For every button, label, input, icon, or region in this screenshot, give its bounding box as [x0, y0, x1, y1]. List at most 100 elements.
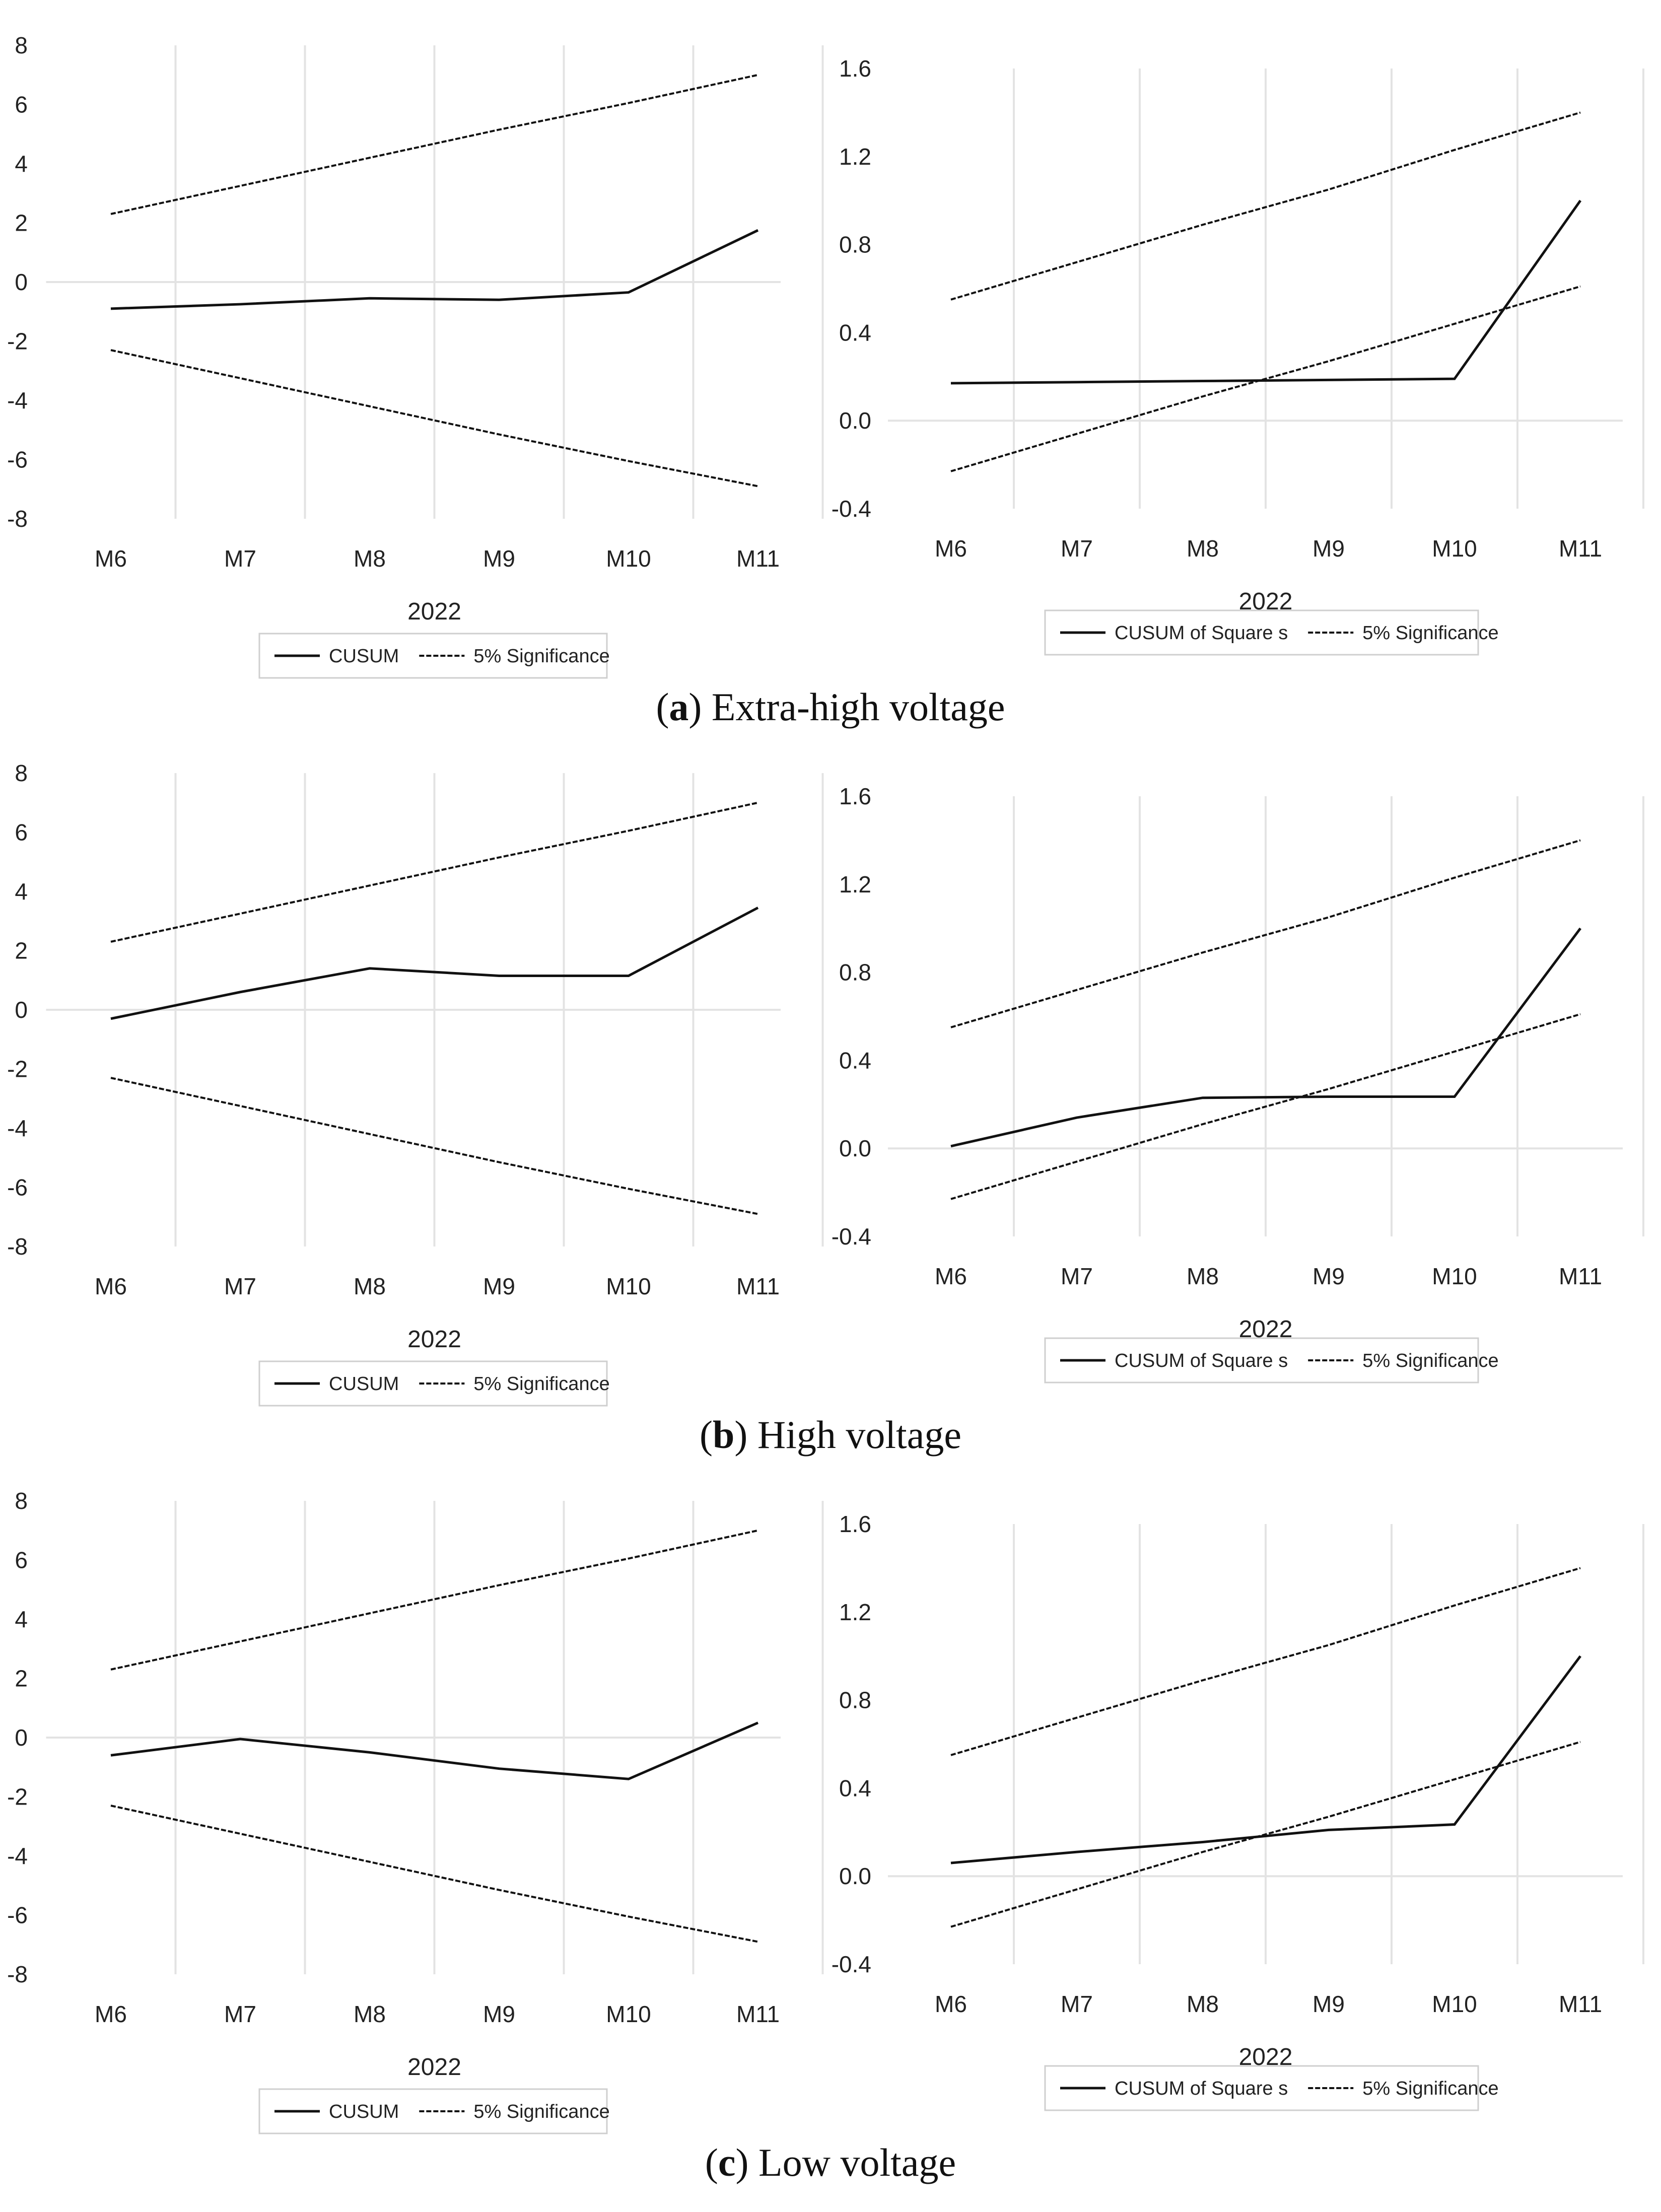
x-tick-label: M11	[736, 1273, 780, 1299]
legend: CUSUM 5% Significance	[258, 2088, 610, 2134]
x-tick-label: M9	[483, 545, 515, 572]
significance-line-1	[110, 801, 758, 943]
legend-label: 5% Significance	[473, 2101, 609, 2122]
y-tick-label: 0.8	[839, 1687, 871, 1713]
legend: CUSUM 5% Significance	[258, 633, 610, 679]
x-tick-label: M11	[1559, 535, 1602, 562]
x-tick-label: M11	[1559, 1263, 1602, 1289]
chart-b-cusumsq: 1.61.20.80.40.0-0.4M6 M7 M8 M9 M10 M112022CUS…	[832, 783, 1644, 1384]
y-tick-label: -8	[7, 1233, 28, 1260]
x-tick-label: M6	[95, 545, 127, 572]
x-tick-label: M10	[1432, 1991, 1477, 2017]
caption-text: High voltage	[757, 1413, 961, 1457]
x-tick-label: M10	[606, 545, 651, 572]
significance-line-2	[110, 1805, 758, 1943]
y-tick-label: -2	[7, 1784, 28, 1810]
x-tick-label: M7	[1061, 535, 1093, 562]
x-tick-label: M8	[1187, 1263, 1219, 1289]
y-tick-label: 0.0	[839, 1863, 871, 1889]
x-tick-label: M6	[935, 535, 967, 562]
x-tick-label: M9	[1312, 1991, 1345, 2017]
y-tick-label: 6	[15, 92, 28, 118]
y-tick-label: 8	[15, 760, 28, 786]
y-tick-label: -2	[7, 328, 28, 355]
y-tick-label: 0	[15, 269, 28, 295]
y-tick-label: -6	[7, 447, 28, 473]
caption-text: Extra-high voltage	[712, 685, 1005, 729]
x-tick-label: M10	[1432, 535, 1477, 562]
series-line-0	[950, 927, 1582, 1148]
x-tick-label: M7	[224, 1273, 256, 1299]
x-tick-label: M6	[935, 1991, 967, 2017]
x-axis-title: 2022	[407, 2054, 461, 2081]
x-tick-label: M8	[354, 1273, 386, 1299]
x-tick-label: M7	[1061, 1991, 1093, 2017]
x-tick-label: M9	[1312, 535, 1345, 562]
x-tick-label: M11	[736, 2001, 780, 2027]
y-tick-label: 0.8	[839, 959, 871, 986]
x-tick-label: M11	[736, 545, 780, 572]
y-tick-label: 4	[15, 151, 28, 177]
series-line-0	[950, 1655, 1582, 1864]
y-tick-label: 1.6	[839, 783, 871, 809]
y-tick-label: 0	[15, 997, 28, 1023]
y-tick-label: -4	[7, 387, 28, 413]
y-tick-label: -8	[7, 1961, 28, 1987]
series-line-0	[110, 907, 759, 1020]
x-tick-label: M11	[1559, 1991, 1602, 2017]
x-tick-label: M9	[1312, 1263, 1345, 1289]
y-tick-label: 0	[15, 1724, 28, 1751]
y-tick-label: 2	[15, 938, 28, 964]
series-line-0	[110, 1721, 758, 1780]
y-tick-label: 4	[15, 1606, 28, 1632]
y-tick-label: -0.4	[832, 1223, 871, 1250]
legend-label: 5% Significance	[1362, 2078, 1498, 2099]
caption-text: Low voltage	[758, 2140, 956, 2184]
legend-label: CUSUM of Square s	[1115, 1350, 1288, 1371]
y-tick-label: 1.2	[839, 871, 871, 897]
y-tick-label: 0.4	[839, 1047, 871, 1073]
y-tick-label: -0.4	[832, 1951, 871, 1977]
x-tick-label: M9	[483, 1273, 515, 1299]
chart-a-cusumsq: 1.61.20.80.40.0-0.4M6 M7 M8 M9 M10 M112022CUS…	[832, 55, 1644, 656]
chart-a-cusum: 8 6 4 2 0 -2 -4 -6 -8 M6 M7 M8 M9 M10 M11 2022 CUSUM 5% S…	[7, 32, 824, 679]
chart-c-cusum: 8 6 4 2 0 -2 -4 -6 -8 M6 M7 M8 M9 M10 M11 2022 CUSUM 5% S…	[7, 1488, 824, 2134]
x-tick-label: M8	[1187, 1991, 1219, 2017]
y-tick-label: -8	[7, 506, 28, 532]
chart-c-cusumsq: 1.61.20.80.40.0-0.4M6 M7 M8 M9 M10 M112022CUS…	[832, 1511, 1644, 2111]
significance-line-1	[950, 111, 1581, 301]
legend-label: 5% Significance	[1362, 1350, 1498, 1371]
x-tick-label: M10	[606, 2001, 651, 2027]
y-tick-label: 6	[15, 819, 28, 846]
y-tick-label: 1.6	[839, 1511, 871, 1537]
significance-line-2	[950, 1741, 1581, 1928]
legend-label: CUSUM	[329, 646, 399, 667]
legend-label: CUSUM	[329, 2101, 399, 2122]
panel-caption-c: (c) Low voltage	[705, 2140, 956, 2184]
x-tick-label: M9	[483, 2001, 515, 2027]
significance-line-2	[950, 1013, 1581, 1200]
y-tick-label: 4	[15, 878, 28, 905]
legend-label: 5% Significance	[1362, 623, 1498, 644]
y-tick-label: 1.2	[839, 144, 871, 170]
significance-line-1	[950, 1567, 1581, 1756]
legend: CUSUM 5% Significance	[258, 1360, 610, 1407]
legend-label: CUSUM of Square s	[1115, 2078, 1288, 2099]
x-tick-label: M6	[95, 1273, 127, 1299]
y-tick-label: 8	[15, 1488, 28, 1514]
series-line-0	[110, 229, 759, 310]
legend-box	[1044, 609, 1479, 656]
legend-label: 5% Significance	[473, 1373, 609, 1395]
x-tick-label: M10	[606, 1273, 651, 1299]
x-tick-label: M7	[224, 545, 256, 572]
x-tick-label: M6	[95, 2001, 127, 2027]
caption-letter: a	[669, 685, 688, 729]
y-tick-label: 2	[15, 210, 28, 236]
x-tick-label: M8	[354, 545, 386, 572]
y-tick-label: -2	[7, 1056, 28, 1082]
caption-letter: c	[718, 2140, 736, 2184]
significance-line-2	[110, 1077, 758, 1215]
y-tick-label: 0.4	[839, 1775, 871, 1801]
legend: CUSUM of Square s 5% Significance	[1044, 2065, 1499, 2111]
significance-line-2	[950, 285, 1581, 472]
